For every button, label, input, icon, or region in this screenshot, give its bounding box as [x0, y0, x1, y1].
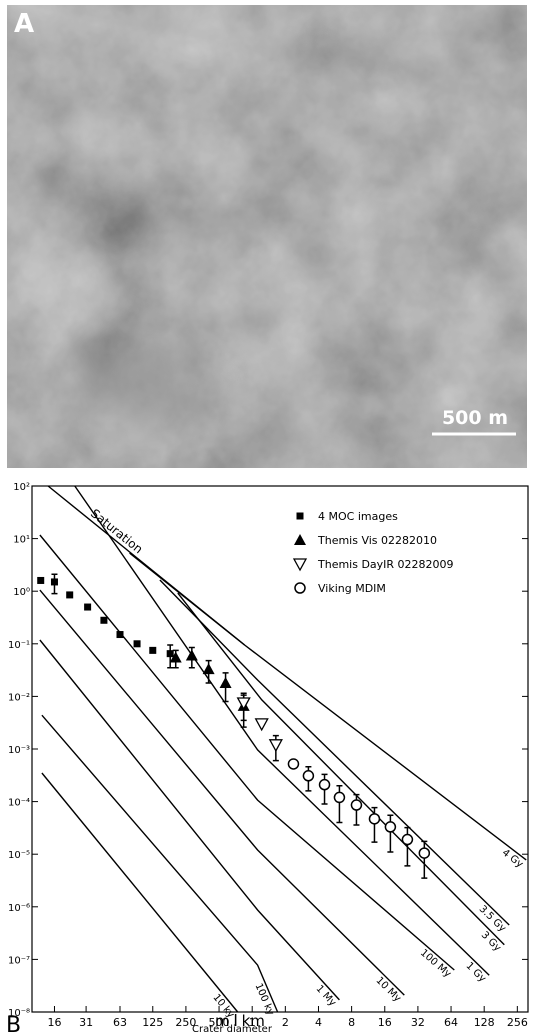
marker [37, 577, 44, 584]
x-tick-label: 128 [474, 1016, 495, 1029]
legend-marker [297, 513, 304, 520]
isochron-line [40, 640, 340, 1000]
x-tick-label: 32 [411, 1016, 425, 1029]
isochron-line [42, 715, 278, 1012]
y-tick-label: 10² [13, 482, 30, 493]
x-tick-label: 125 [142, 1016, 163, 1029]
panel-label: A [14, 9, 34, 39]
y-tick-label: 10⁻⁸ [8, 1008, 30, 1019]
y-tick-label: 10⁻⁴ [8, 798, 30, 809]
unit-label: km [242, 1012, 265, 1030]
legend-marker [295, 583, 305, 593]
legend-label: 4 MOC images [318, 510, 398, 523]
x-tick-label: 4 [315, 1016, 322, 1029]
isochron-line [178, 593, 505, 945]
x-tick-label: 63 [113, 1016, 127, 1029]
isochron-line [40, 535, 454, 970]
y-tick-label: 10⁻⁵ [8, 850, 30, 861]
isochron-label: 1 My [314, 983, 338, 1008]
isochron-line [40, 590, 404, 995]
panel-a: A 500 m [7, 5, 527, 468]
marker [288, 759, 298, 769]
x-tick-label: 8 [348, 1016, 355, 1029]
legend-label: Themis DayIR 02282009 [317, 558, 454, 571]
x-tick-label: 16 [378, 1016, 392, 1029]
marker [270, 740, 282, 751]
y-tick-label: 10⁻⁶ [8, 903, 30, 914]
marker [320, 780, 330, 790]
legend-marker [294, 534, 306, 545]
y-tick-label: 10⁻⁷ [8, 955, 30, 966]
marker [167, 650, 174, 657]
legend-label: Themis Vis 02282010 [317, 534, 437, 547]
x-tick-label: 2 [282, 1016, 289, 1029]
marker [51, 578, 58, 585]
marker [220, 677, 232, 688]
marker [238, 698, 250, 709]
error-bar [336, 786, 342, 823]
isochron-label: 4 Gy [500, 847, 525, 870]
error-bar [404, 828, 410, 866]
y-tick-label: 10⁰ [13, 587, 30, 598]
isochron-line [42, 773, 238, 1012]
scale-bar-label: 500 m [442, 407, 508, 429]
marker [369, 814, 379, 824]
marker [134, 640, 141, 647]
x-tick-label: 64 [444, 1016, 458, 1029]
marker [402, 835, 412, 845]
marker [351, 800, 361, 810]
y-tick-label: 10⁻¹ [8, 640, 30, 651]
figure: A 500 m B Crater diameter 10²10¹10⁰10⁻¹1… [0, 0, 533, 1036]
x-tick-label: 250 [175, 1016, 196, 1029]
marker [385, 822, 395, 832]
marker [84, 604, 91, 611]
y-tick-label: 10⁻² [8, 692, 30, 703]
marker [419, 848, 429, 858]
x-tick-label: 16 [47, 1016, 61, 1029]
marker [66, 591, 73, 598]
marker [203, 663, 215, 674]
y-tick-label: 10⁻³ [8, 745, 30, 756]
isochron-line [160, 580, 509, 925]
marker [256, 719, 268, 730]
error-bar [421, 841, 427, 878]
x-tick-label: 31 [79, 1016, 93, 1029]
mesa-feature [45, 310, 235, 460]
marker [100, 617, 107, 624]
isochron-label: 1 Gy [463, 960, 487, 984]
marker [117, 631, 124, 638]
marker [186, 649, 198, 660]
isochron-line [130, 553, 527, 860]
error-bar [387, 815, 393, 852]
marker [149, 647, 156, 654]
marker [303, 771, 313, 781]
error-bar [371, 808, 377, 843]
page: A 500 m B Crater diameter 10²10¹10⁰10⁻¹1… [0, 0, 533, 1036]
x-tick-label: 256 [507, 1016, 528, 1029]
marker [334, 792, 344, 802]
isochron-label: Saturation [88, 506, 145, 556]
y-tick-label: 10¹ [13, 535, 30, 546]
legend-marker [294, 559, 306, 570]
plot-frame [32, 486, 528, 1012]
legend-label: Viking MDIM [318, 582, 386, 595]
